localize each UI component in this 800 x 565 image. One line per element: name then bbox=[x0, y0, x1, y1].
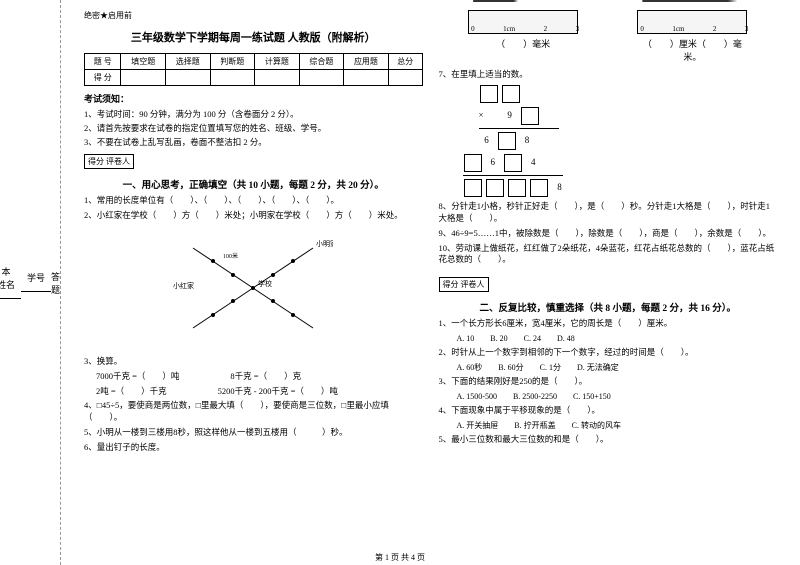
page-footer: 第 1 页 共 4 页 bbox=[0, 552, 800, 563]
section2-title: 二、反复比较，慎重选择（共 8 小题，每题 2 分，共 16 分）。 bbox=[439, 300, 778, 314]
notice-title: 考试须知： bbox=[84, 92, 423, 105]
q1-3a: 7000千克 =（ ）吨 8千克 =（ ）克 bbox=[84, 371, 423, 383]
notice-3: 3、不要在试卷上乱写乱画，卷面不整洁扣 2 分。 bbox=[84, 136, 423, 148]
q2-1-opts: A. 10 B. 20 C. 24 D. 48 bbox=[439, 333, 778, 344]
q2-3-opts: A. 1500-500 B. 2500-2250 C. 150+150 bbox=[439, 391, 778, 402]
ruler-row: 0 1cm 2 3 （ ）毫米 0 1cm 2 bbox=[439, 10, 778, 63]
binding-label-1: 答题 bbox=[51, 270, 60, 296]
pencil-icon bbox=[473, 0, 518, 6]
q2-4-opts: A. 开关抽屉 B. 拧开瓶盖 C. 转动的风车 bbox=[439, 420, 778, 431]
q2-2: 2、时针从上一个数字到相邻的下一个数字，经过的时间是（ ）。 bbox=[439, 347, 778, 359]
q1-7: 7、在里填上适当的数。 bbox=[439, 69, 778, 81]
q1-4: 4、□45÷5，要使商是两位数，□里最大填（ ），要使商是三位数，□里最小应填（… bbox=[84, 400, 423, 424]
q2-5: 5、最小三位数和最大三位数的和是（ ）。 bbox=[439, 434, 778, 446]
ruler-1: 0 1cm 2 3 （ ）毫米 bbox=[468, 10, 578, 63]
pencil-icon bbox=[642, 0, 737, 6]
compass-diagram: 小明家 小红家 学校 100米 bbox=[84, 228, 423, 350]
binding-margin: 答题 学号 本姓名 班级 内 学校 线 封 密乡镇（街道） bbox=[0, 0, 61, 565]
diagram-north: 小明家 bbox=[316, 239, 333, 248]
ruler-2: 0 1cm 2 3 （ ）厘米（ ）毫米。 bbox=[637, 10, 747, 63]
q1-10: 10、劳动课上做纸花，红红做了2朵纸花，4朵蓝花，红花占纸花总数的（ ），蓝花占… bbox=[439, 243, 778, 267]
q1-3b: 2吨 =（ ）千克 5200千克 - 200千克 =（ ）吨 bbox=[84, 386, 423, 398]
score-box-2: 得分 评卷人 bbox=[439, 277, 489, 292]
notice-2: 2、请首先按要求在试卷的指定位置填写您的姓名、班级、学号。 bbox=[84, 122, 423, 134]
ruler1-label: （ ）毫米 bbox=[468, 37, 578, 50]
right-column: 0 1cm 2 3 （ ）毫米 0 1cm 2 bbox=[431, 10, 786, 560]
notice-1: 1、考试时间：90 分钟，满分为 100 分（含卷面分 2 分）。 bbox=[84, 108, 423, 120]
q2-1: 1、一个长方形长6厘米，宽4厘米，它的周长是（ ）厘米。 bbox=[439, 318, 778, 330]
secret-label: 绝密★启用前 bbox=[84, 10, 423, 21]
binding-label-3: 本姓名 bbox=[0, 265, 21, 301]
q2-4: 4、下面现象中属于平移现象的是（ ）。 bbox=[439, 405, 778, 417]
multiplication-problem: × 9 6 8 6 4 8 bbox=[439, 84, 778, 198]
q1-9: 9、46÷9=5……1中，被除数是（ ），除数是（ ），商是（ ），余数是（ ）… bbox=[439, 228, 778, 240]
score-table: 题 号 填空题 选择题 判断题 计算题 综合题 应用题 总分 得 分 bbox=[84, 53, 423, 86]
left-column: 绝密★启用前 三年级数学下学期每周一练试题 人教版（附解析） 题 号 填空题 选… bbox=[76, 10, 431, 560]
q1-5: 5、小明从一楼到三楼用8秒，照这样他从一楼到五楼用（ ）秒。 bbox=[84, 427, 423, 439]
svg-text:100米: 100米 bbox=[223, 252, 238, 260]
diagram-center: 学校 bbox=[258, 279, 272, 288]
diagram-west: 小红家 bbox=[173, 281, 194, 290]
score-box-1: 得分 评卷人 bbox=[84, 154, 134, 169]
q1-2: 2、小红家在学校（ ）方（ ）米处；小明家在学校（ ）方（ ）米处。 bbox=[84, 210, 423, 222]
ruler2-label: （ ）厘米（ ）毫米。 bbox=[637, 37, 747, 63]
exam-title: 三年级数学下学期每周一练试题 人教版（附解析） bbox=[84, 29, 423, 45]
binding-label-2: 学号 bbox=[21, 271, 51, 294]
q2-2-opts: A. 60秒 B. 60分 C. 1分 D. 无法确定 bbox=[439, 362, 778, 373]
q1-8: 8、分针走1小格，秒针正好走（ ），是（ ）秒。分针走1大格是（ ），时针走1大… bbox=[439, 201, 778, 225]
q1-1: 1、常用的长度单位有（ ）、（ ）、（ ）、（ ）、（ ）。 bbox=[84, 195, 423, 207]
q2-3: 3、下面的结果刚好是250的是（ ）。 bbox=[439, 376, 778, 388]
section1-title: 一、用心思考，正确填空（共 10 小题，每题 2 分，共 20 分）。 bbox=[84, 177, 423, 191]
q1-6: 6、量出钉子的长度。 bbox=[84, 442, 423, 454]
q1-3: 3、换算。 bbox=[84, 356, 423, 368]
